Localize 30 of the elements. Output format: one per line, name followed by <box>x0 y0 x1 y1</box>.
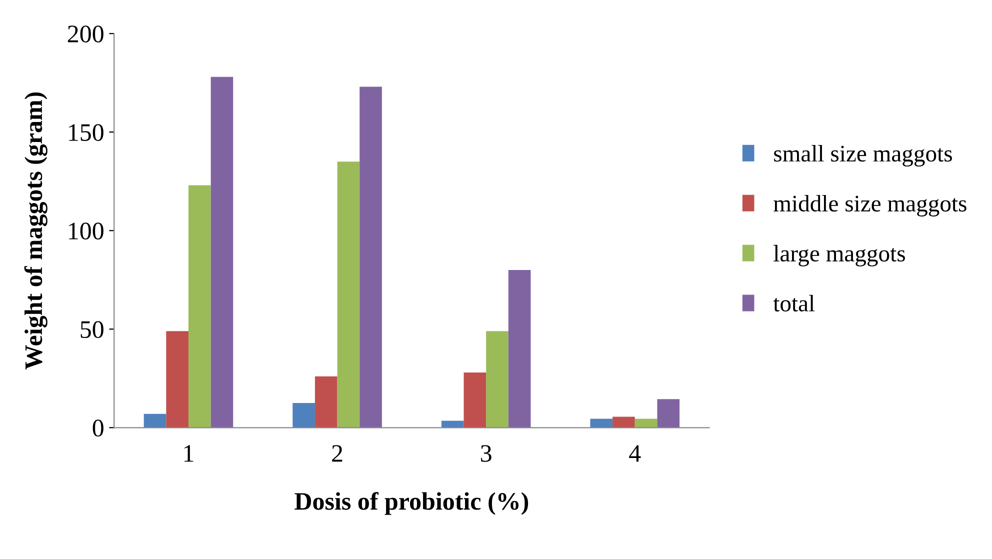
bar <box>166 331 188 428</box>
bar <box>188 185 211 428</box>
bar <box>590 418 613 428</box>
bar <box>314 376 338 428</box>
bar <box>486 331 508 428</box>
x-tick-label: 2 <box>332 445 342 462</box>
x-tick-label: 1 <box>184 445 194 462</box>
bar <box>612 416 635 428</box>
y-tick-label: 150 <box>69 124 104 141</box>
y-axis-title: Weight of maggots (gram) <box>24 92 48 370</box>
y-tick-label: 100 <box>69 222 104 240</box>
x-tick-label: 3 <box>481 445 492 462</box>
x-axis-title: Dosis of probiotic (%) <box>294 492 528 515</box>
bar <box>144 414 166 428</box>
bar <box>464 372 486 428</box>
bar <box>441 420 464 428</box>
legend-label: small size maggots <box>774 145 952 166</box>
bar <box>292 403 315 428</box>
bar <box>508 270 531 428</box>
legend-label: total <box>773 294 815 312</box>
bar <box>337 162 360 428</box>
bar <box>210 76 234 428</box>
bar <box>657 399 680 428</box>
y-tick-label: 200 <box>68 26 104 42</box>
x-tick-label: 4 <box>629 445 641 462</box>
y-tick-label: 0 <box>92 420 104 437</box>
legend-label: large maggots <box>774 244 905 266</box>
y-tick-label: 50 <box>80 321 104 338</box>
legend-label: middle size maggots <box>774 194 966 216</box>
bar <box>360 86 382 428</box>
